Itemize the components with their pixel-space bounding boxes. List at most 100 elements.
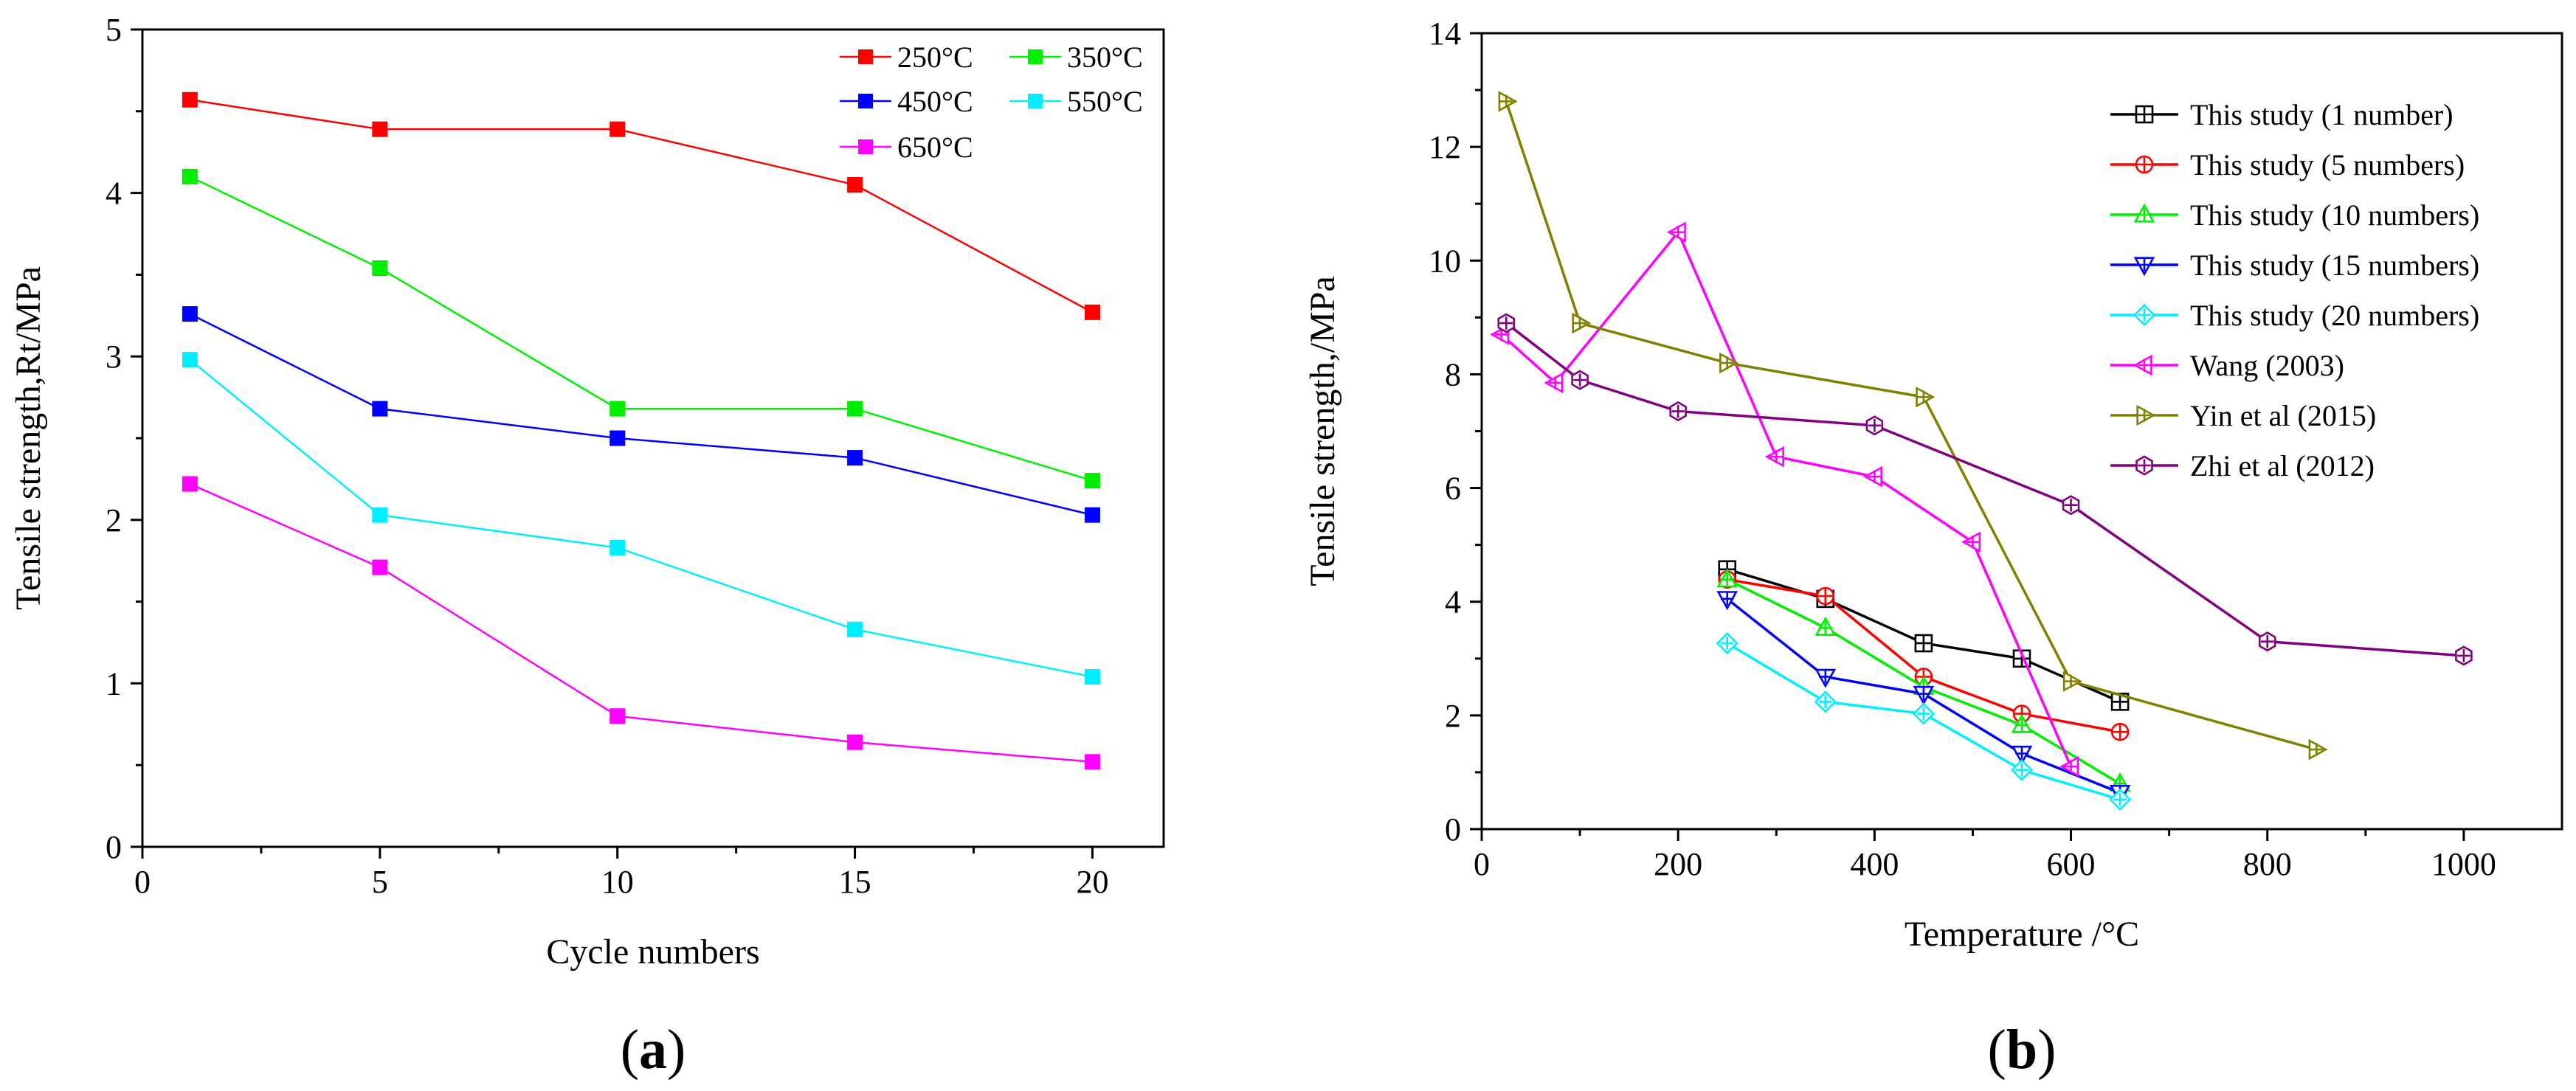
legend-marker-cross	[2136, 156, 2152, 173]
legend-item: 250°C	[840, 41, 973, 74]
series-this-study-20-numbers-	[1716, 631, 2132, 811]
series-line	[189, 482, 1093, 763]
legend-label: 450°C	[897, 85, 973, 118]
data-point	[182, 306, 198, 322]
data-point	[2011, 713, 2033, 733]
series-550-c	[182, 352, 1100, 685]
y-tick-label: 5	[106, 12, 122, 48]
data-point	[1716, 591, 1738, 611]
data-point-cross	[1915, 634, 1932, 651]
panel-label-letter: b	[2006, 1019, 2037, 1081]
legend-marker-cross	[2138, 459, 2151, 472]
y-axis-label: Tensile strength,Rt/MPa	[9, 266, 48, 610]
panel-label: (a)	[621, 1019, 686, 1081]
legend-marker-cross	[2138, 208, 2151, 221]
data-point-cross	[2064, 674, 2078, 688]
data-point	[1084, 473, 1100, 489]
x-tick-label: 800	[2243, 846, 2292, 882]
data-point	[1084, 669, 1100, 685]
series-350-c	[182, 168, 1100, 489]
legend-marker-cross	[2136, 106, 2152, 122]
data-point-cross	[1720, 356, 1734, 370]
data-point	[1497, 313, 1516, 333]
data-point	[847, 450, 863, 466]
panel-label-close: )	[2037, 1019, 2056, 1081]
legend-marker	[2135, 155, 2154, 174]
legend-item: This study (20 numbers)	[2110, 299, 2479, 332]
data-point-cross	[1917, 687, 1930, 701]
data-point-cross	[2015, 747, 2028, 761]
legend: This study (1 number) This study (5 numbe…	[2110, 98, 2479, 482]
series-450-c	[182, 306, 1100, 523]
data-point-cross	[1720, 592, 1734, 606]
series-650-c	[182, 476, 1100, 770]
data-point-cross	[2457, 649, 2470, 662]
y-tick-label: 1	[106, 665, 122, 702]
legend-marker	[858, 94, 873, 108]
y-axis-label: Tensile strength,/MPa	[1303, 276, 1342, 586]
data-point	[610, 708, 626, 724]
legend-marker-cross	[2138, 359, 2151, 372]
data-point	[610, 401, 626, 417]
data-point	[1863, 465, 1883, 488]
data-point-cross	[1549, 376, 1562, 389]
data-point	[372, 401, 388, 417]
data-point	[2258, 631, 2276, 652]
x-tick-label: 5	[372, 864, 388, 900]
legend-label: This study (20 numbers)	[2190, 299, 2479, 332]
y-tick-label: 0	[106, 829, 122, 865]
panel-label-open: (	[621, 1019, 639, 1081]
legend-item: This study (1 number)	[2110, 98, 2454, 131]
y-tick-label: 8	[1445, 356, 1461, 392]
data-point	[182, 91, 198, 108]
data-point-cross	[1720, 637, 1734, 650]
legend-marker	[858, 49, 873, 64]
series-line	[1500, 229, 2073, 767]
data-point	[610, 430, 626, 446]
legend-marker	[2135, 455, 2153, 476]
legend-item: This study (15 numbers)	[2110, 249, 2479, 282]
series-yin-et-al-2015-	[1498, 91, 2328, 761]
data-point	[1814, 616, 1837, 636]
data-point	[372, 260, 388, 277]
series-250-c	[182, 91, 1100, 320]
legend-item: Wang (2003)	[2110, 349, 2344, 382]
x-tick-label: 15	[839, 864, 871, 900]
data-point	[2062, 671, 2082, 692]
y-tick-label: 2	[106, 502, 122, 538]
data-point	[182, 352, 198, 368]
data-point-cross	[1573, 373, 1586, 387]
data-point	[1544, 372, 1564, 394]
legend-marker	[2135, 105, 2154, 124]
legend-label: Zhi et al (2012)	[2190, 449, 2375, 482]
data-point	[1669, 401, 1687, 422]
data-point	[2059, 755, 2079, 777]
legend-item: 350°C	[1009, 41, 1143, 74]
legend-label: Wang (2003)	[2190, 349, 2344, 382]
series-line	[189, 176, 1093, 482]
data-point	[847, 177, 863, 193]
legend-marker-cross	[2138, 409, 2151, 422]
data-point	[1914, 634, 1933, 653]
y-tick-label: 6	[1445, 471, 1461, 507]
data-point	[2110, 722, 2130, 741]
data-point	[1816, 586, 1835, 606]
legend-marker	[2133, 203, 2155, 223]
data-point-cross	[2015, 718, 2028, 732]
series-line	[189, 359, 1093, 678]
data-point	[2109, 788, 2132, 811]
legend-marker	[2133, 354, 2152, 376]
plot-frame	[141, 28, 1165, 848]
legend-label: 350°C	[1067, 41, 1143, 74]
data-point-cross	[1499, 316, 1513, 330]
data-point	[1961, 531, 1981, 553]
data-point	[2455, 645, 2473, 666]
legend-label: This study (10 numbers)	[2190, 198, 2479, 232]
data-point	[182, 476, 198, 492]
legend-label: 550°C	[1067, 85, 1143, 118]
data-point	[372, 507, 388, 523]
data-point	[1814, 690, 1837, 713]
legend-label: This study (5 numbers)	[2190, 148, 2465, 181]
legend-label: 250°C	[897, 41, 973, 74]
